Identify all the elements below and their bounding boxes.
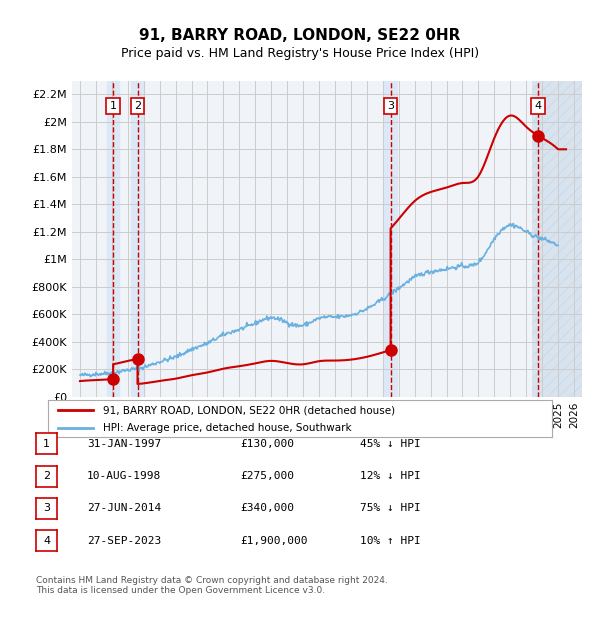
- Text: 75% ↓ HPI: 75% ↓ HPI: [360, 503, 421, 513]
- Text: £275,000: £275,000: [240, 471, 294, 481]
- Text: HPI: Average price, detached house, Southwark: HPI: Average price, detached house, Sout…: [103, 423, 352, 433]
- Text: £340,000: £340,000: [240, 503, 294, 513]
- Text: Contains HM Land Registry data © Crown copyright and database right 2024.
This d: Contains HM Land Registry data © Crown c…: [36, 576, 388, 595]
- Text: 27-SEP-2023: 27-SEP-2023: [87, 536, 161, 546]
- Text: 10% ↑ HPI: 10% ↑ HPI: [360, 536, 421, 546]
- Text: 2: 2: [134, 101, 141, 111]
- Text: 4: 4: [535, 101, 542, 111]
- Text: 2: 2: [43, 471, 50, 481]
- Bar: [131, 81, 144, 397]
- Bar: [384, 81, 397, 397]
- Text: 45% ↓ HPI: 45% ↓ HPI: [360, 439, 421, 449]
- Text: 3: 3: [43, 503, 50, 513]
- Text: 3: 3: [387, 101, 394, 111]
- Bar: [107, 81, 119, 397]
- Text: 91, BARRY ROAD, LONDON, SE22 0HR (detached house): 91, BARRY ROAD, LONDON, SE22 0HR (detach…: [103, 405, 395, 415]
- Text: 1: 1: [43, 439, 50, 449]
- Text: Price paid vs. HM Land Registry's House Price Index (HPI): Price paid vs. HM Land Registry's House …: [121, 46, 479, 60]
- Text: 91, BARRY ROAD, LONDON, SE22 0HR: 91, BARRY ROAD, LONDON, SE22 0HR: [139, 28, 461, 43]
- Text: 12% ↓ HPI: 12% ↓ HPI: [360, 471, 421, 481]
- Text: 31-JAN-1997: 31-JAN-1997: [87, 439, 161, 449]
- Text: 4: 4: [43, 536, 50, 546]
- Bar: [532, 81, 582, 397]
- Text: £1,900,000: £1,900,000: [240, 536, 308, 546]
- Text: £130,000: £130,000: [240, 439, 294, 449]
- Text: 10-AUG-1998: 10-AUG-1998: [87, 471, 161, 481]
- Text: 1: 1: [110, 101, 116, 111]
- Text: 27-JUN-2014: 27-JUN-2014: [87, 503, 161, 513]
